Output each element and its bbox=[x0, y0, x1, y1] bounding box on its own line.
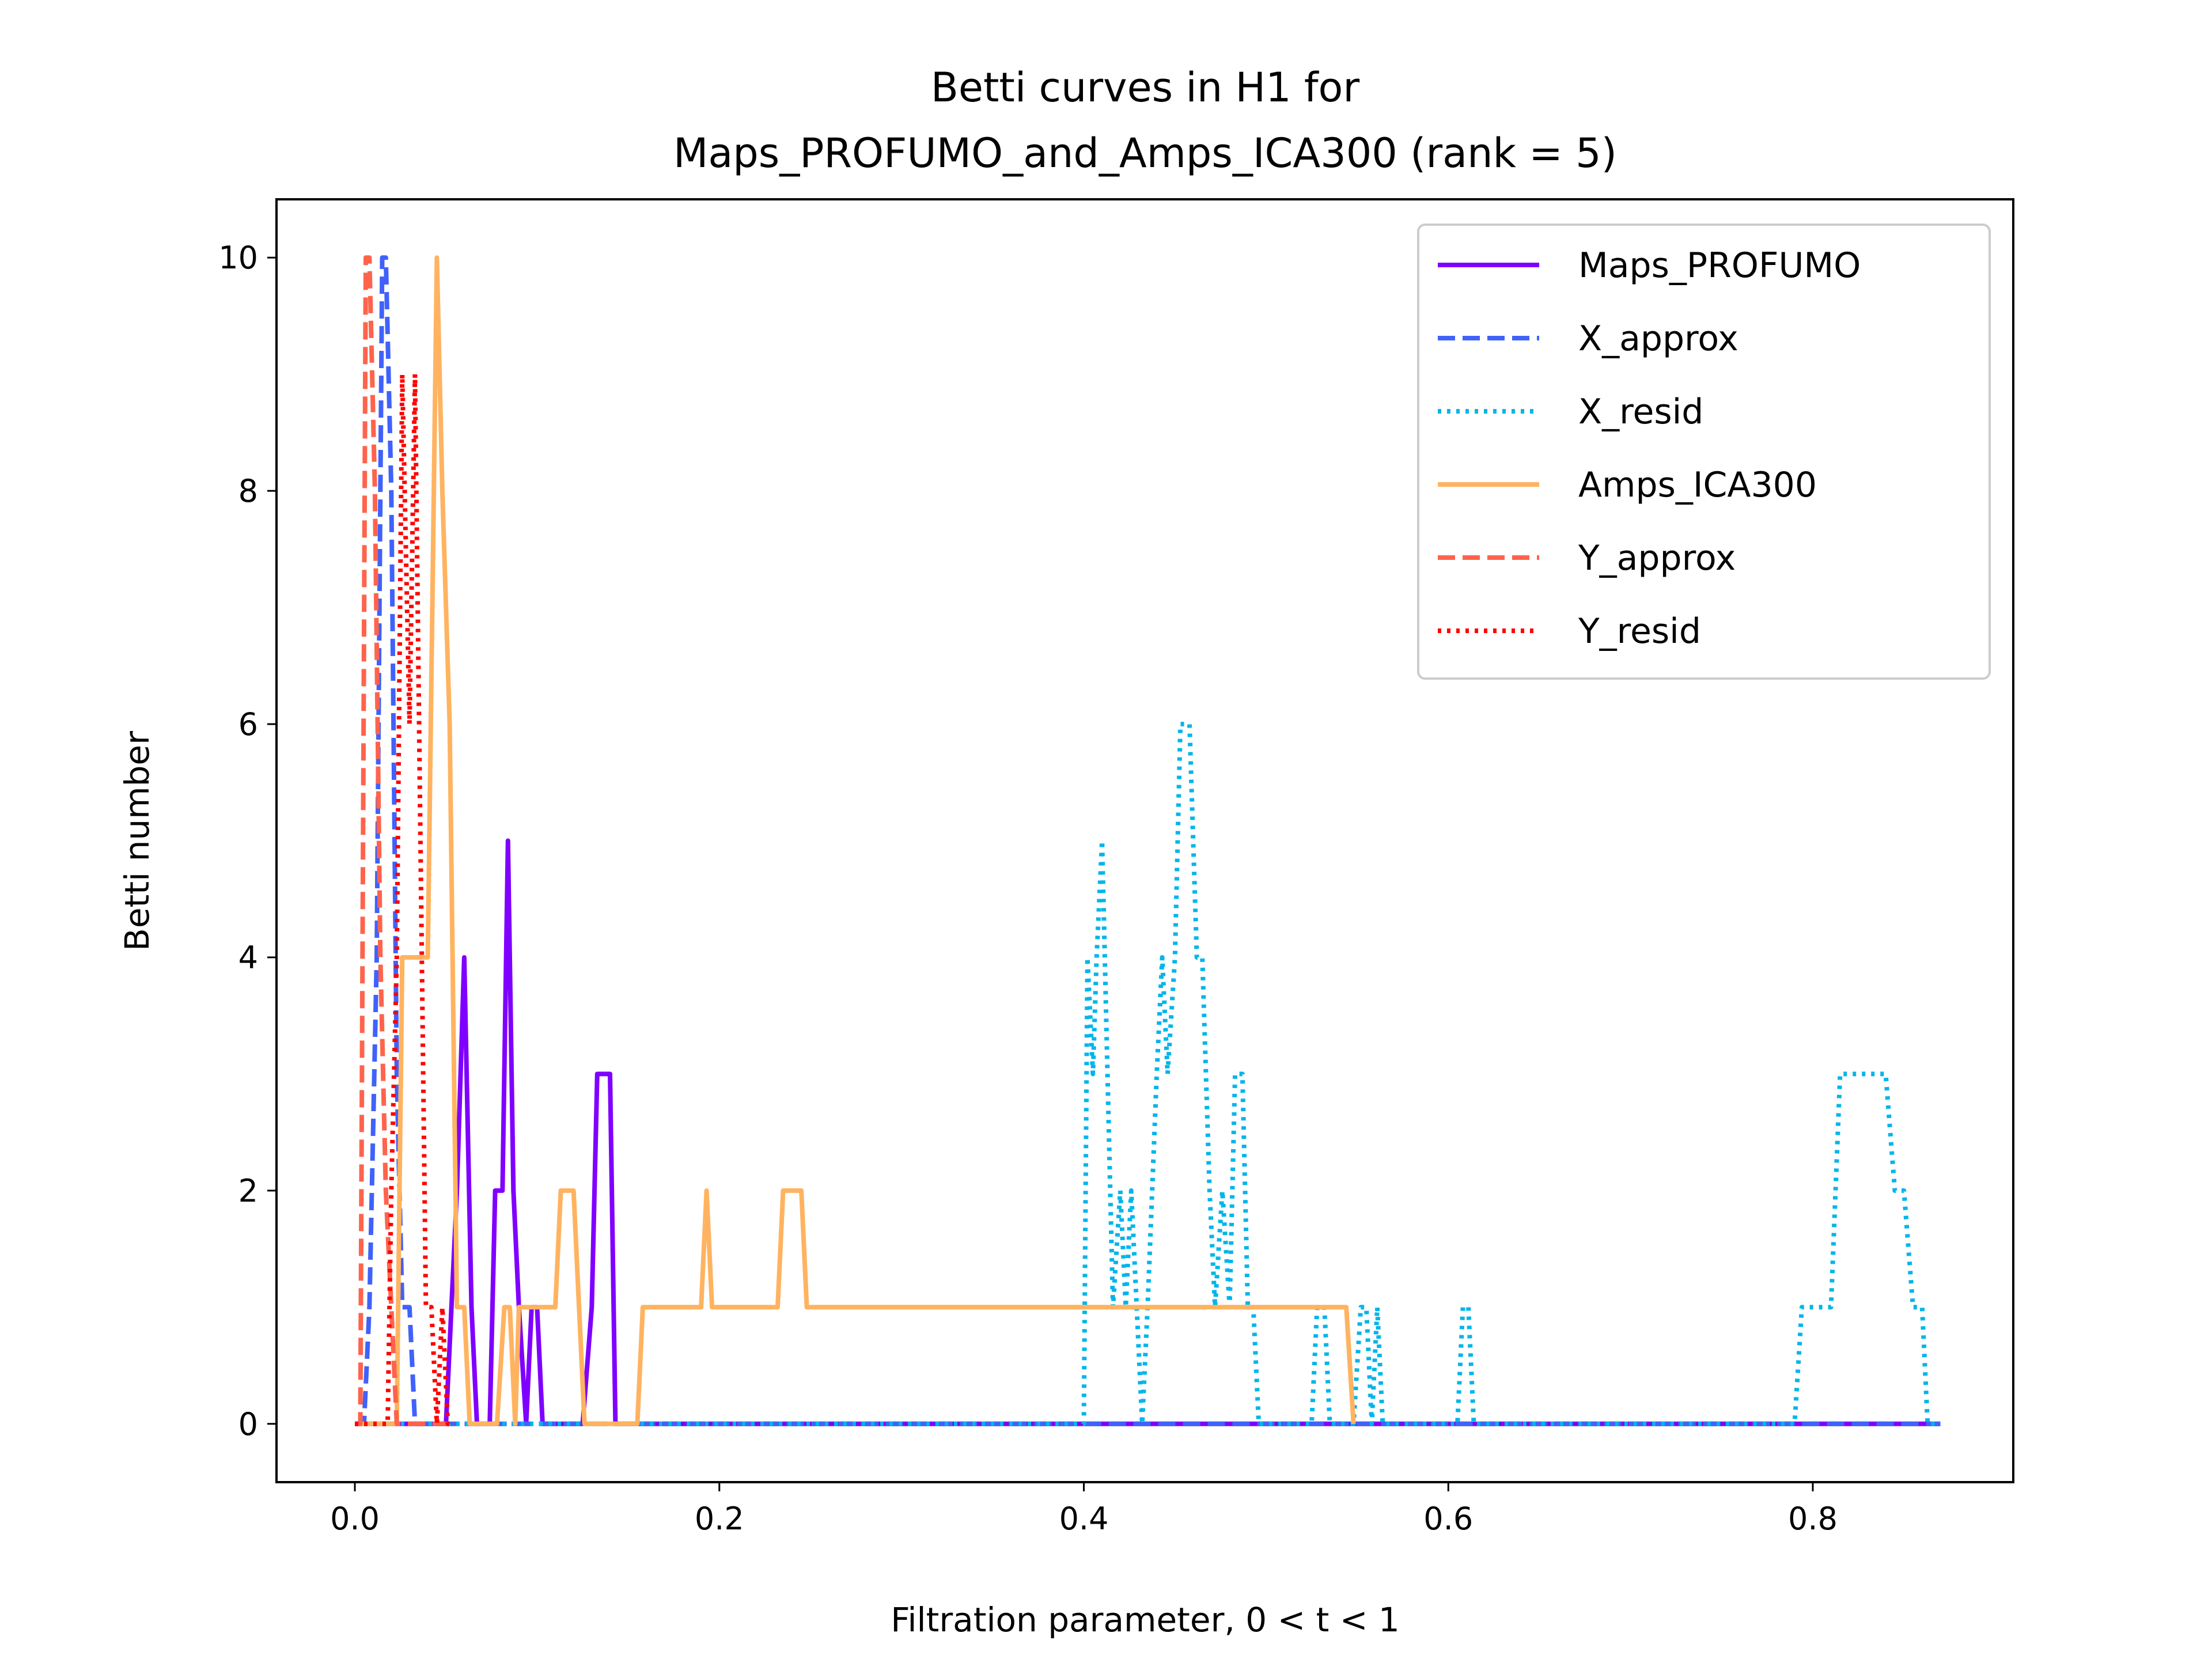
x-tick-label: 0.6 bbox=[1423, 1501, 1473, 1537]
y-tick-label: 2 bbox=[238, 1173, 258, 1209]
chart-title: Betti curves in H1 for Maps_PROFUMO_and_… bbox=[673, 64, 1617, 177]
y-axis-label: Betti number bbox=[118, 731, 157, 951]
legend-label: X_approx bbox=[1578, 319, 1738, 359]
y-axis: 0 2 4 6 8 10 bbox=[218, 240, 276, 1442]
y-tick-label: 4 bbox=[238, 940, 258, 976]
series-line-4 bbox=[355, 255, 455, 1426]
series-line-0 bbox=[355, 838, 1941, 1426]
legend-label: Maps_PROFUMO bbox=[1578, 245, 1861, 286]
x-axis: 0.0 0.2 0.4 0.6 0.8 bbox=[330, 1482, 1838, 1537]
series-line-5 bbox=[355, 372, 455, 1426]
title-line-1: Betti curves in H1 for bbox=[931, 64, 1359, 111]
y-tick-label: 6 bbox=[238, 706, 258, 743]
x-tick-label: 0.2 bbox=[695, 1501, 744, 1537]
x-tick-label: 0.8 bbox=[1788, 1501, 1838, 1537]
x-tick-label: 0.4 bbox=[1059, 1501, 1109, 1537]
plot-frame bbox=[275, 198, 2014, 1483]
plot-lines bbox=[355, 255, 1941, 1426]
legend-label: Amps_ICA300 bbox=[1578, 465, 1817, 505]
legend-box bbox=[1417, 224, 1991, 680]
legend: Maps_PROFUMO X_approx X_resid Amps_ICA300 Y_… bbox=[1417, 224, 1991, 680]
x-tick-label: 0.0 bbox=[330, 1501, 380, 1537]
y-tick-label: 8 bbox=[238, 473, 258, 509]
title-line-2: Maps_PROFUMO_and_Amps_ICA300 (rank = 5) bbox=[673, 130, 1617, 177]
legend-label: X_resid bbox=[1578, 392, 1703, 432]
y-tick-label: 0 bbox=[238, 1406, 258, 1442]
legend-label: Y_approx bbox=[1578, 538, 1736, 578]
series-line-2 bbox=[355, 722, 1941, 1426]
legend-label: Y_resid bbox=[1578, 611, 1701, 652]
x-axis-label: Filtration parameter, 0 < t < 1 bbox=[891, 1600, 1400, 1639]
series-line-3 bbox=[355, 255, 1356, 1426]
series-line-1 bbox=[355, 255, 1941, 1426]
y-tick-label: 10 bbox=[218, 240, 258, 276]
